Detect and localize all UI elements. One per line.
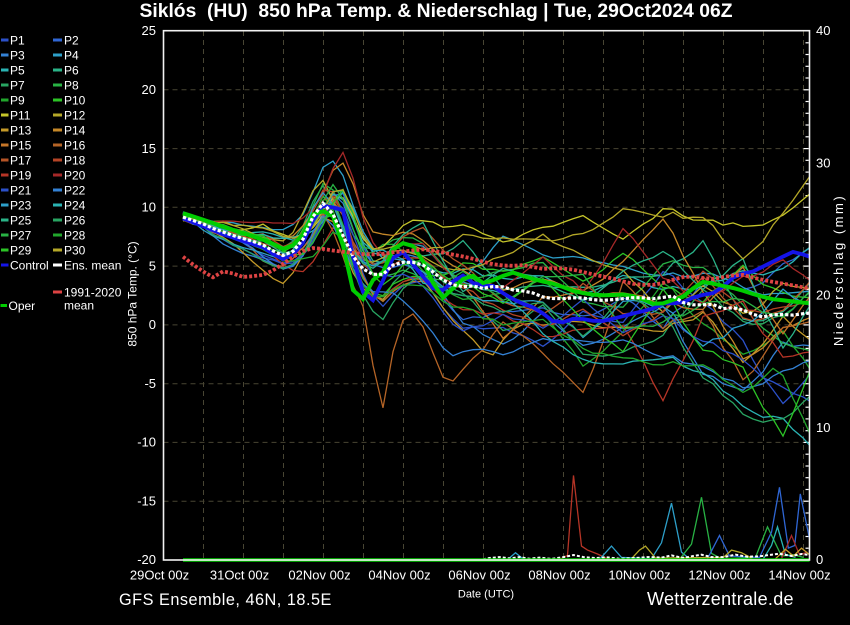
svg-text:31Oct 00z: 31Oct 00z: [210, 568, 269, 583]
svg-text:Date (UTC): Date (UTC): [458, 589, 514, 601]
svg-text:P25: P25: [10, 213, 32, 227]
svg-text:P3: P3: [10, 48, 25, 62]
svg-text:P14: P14: [64, 123, 86, 137]
svg-text:25: 25: [142, 23, 156, 38]
svg-text:10: 10: [816, 420, 830, 435]
svg-text:P5: P5: [10, 63, 25, 77]
svg-text:06Nov 00z: 06Nov 00z: [448, 568, 510, 583]
svg-text:P8: P8: [64, 78, 79, 92]
svg-text:10: 10: [142, 200, 156, 215]
svg-text:0: 0: [149, 317, 156, 332]
svg-text:P2: P2: [64, 33, 79, 47]
svg-text:P27: P27: [10, 228, 32, 242]
svg-text:Niederschlag (mm): Niederschlag (mm): [831, 194, 846, 346]
svg-text:P1: P1: [10, 33, 25, 47]
svg-text:Wetterzentrale.de: Wetterzentrale.de: [647, 589, 794, 609]
svg-text:P9: P9: [10, 93, 25, 107]
svg-text:04Nov 00z: 04Nov 00z: [368, 568, 430, 583]
svg-text:P26: P26: [64, 213, 86, 227]
svg-text:P10: P10: [64, 93, 86, 107]
svg-text:P23: P23: [10, 198, 32, 212]
svg-text:-15: -15: [137, 493, 156, 508]
svg-text:P16: P16: [64, 138, 86, 152]
svg-text:P13: P13: [10, 123, 32, 137]
svg-text:Ens. mean: Ens. mean: [64, 258, 121, 272]
svg-text:40: 40: [816, 23, 830, 38]
svg-text:P6: P6: [64, 63, 79, 77]
svg-text:5: 5: [149, 258, 156, 273]
svg-text:29Oct 00z: 29Oct 00z: [130, 568, 189, 583]
svg-text:20: 20: [816, 288, 830, 303]
svg-text:-10: -10: [137, 435, 156, 450]
svg-text:30: 30: [816, 155, 830, 170]
svg-text:P11: P11: [10, 108, 31, 122]
svg-text:10Nov 00z: 10Nov 00z: [608, 568, 670, 583]
svg-text:mean: mean: [64, 298, 94, 312]
svg-text:GFS Ensemble, 46N, 18.5E: GFS Ensemble, 46N, 18.5E: [119, 591, 332, 609]
svg-text:P4: P4: [64, 48, 79, 62]
svg-text:P19: P19: [10, 168, 32, 182]
svg-text:14Nov 00z: 14Nov 00z: [768, 568, 830, 583]
svg-text:P28: P28: [64, 228, 86, 242]
svg-text:15: 15: [142, 141, 156, 156]
svg-text:P17: P17: [10, 153, 32, 167]
svg-text:P12: P12: [64, 108, 86, 122]
svg-text:Siklós (HU) 850 hPa Temp. &: Siklós (HU) 850 hPa Temp. & Niederschlag…: [140, 1, 733, 22]
svg-text:0: 0: [816, 552, 823, 567]
svg-text:20: 20: [142, 82, 156, 97]
svg-text:P7: P7: [10, 78, 25, 92]
svg-text:P24: P24: [64, 198, 86, 212]
svg-text:12Nov 00z: 12Nov 00z: [688, 568, 750, 583]
svg-text:-5: -5: [144, 376, 156, 391]
svg-text:P29: P29: [10, 243, 32, 257]
svg-text:02Nov 00z: 02Nov 00z: [288, 568, 350, 583]
svg-text:08Nov 00z: 08Nov 00z: [528, 568, 590, 583]
svg-text:Control: Control: [10, 258, 49, 272]
svg-text:P30: P30: [64, 243, 86, 257]
svg-text:Oper: Oper: [9, 299, 36, 313]
svg-text:1991-2020: 1991-2020: [64, 285, 122, 299]
svg-text:P20: P20: [64, 168, 86, 182]
svg-text:-20: -20: [137, 552, 156, 567]
svg-text:P21: P21: [10, 183, 32, 197]
svg-text:P15: P15: [10, 138, 32, 152]
svg-text:850 hPa Temp. (°C): 850 hPa Temp. (°C): [126, 241, 140, 346]
svg-text:P18: P18: [64, 153, 86, 167]
svg-text:P22: P22: [64, 183, 86, 197]
